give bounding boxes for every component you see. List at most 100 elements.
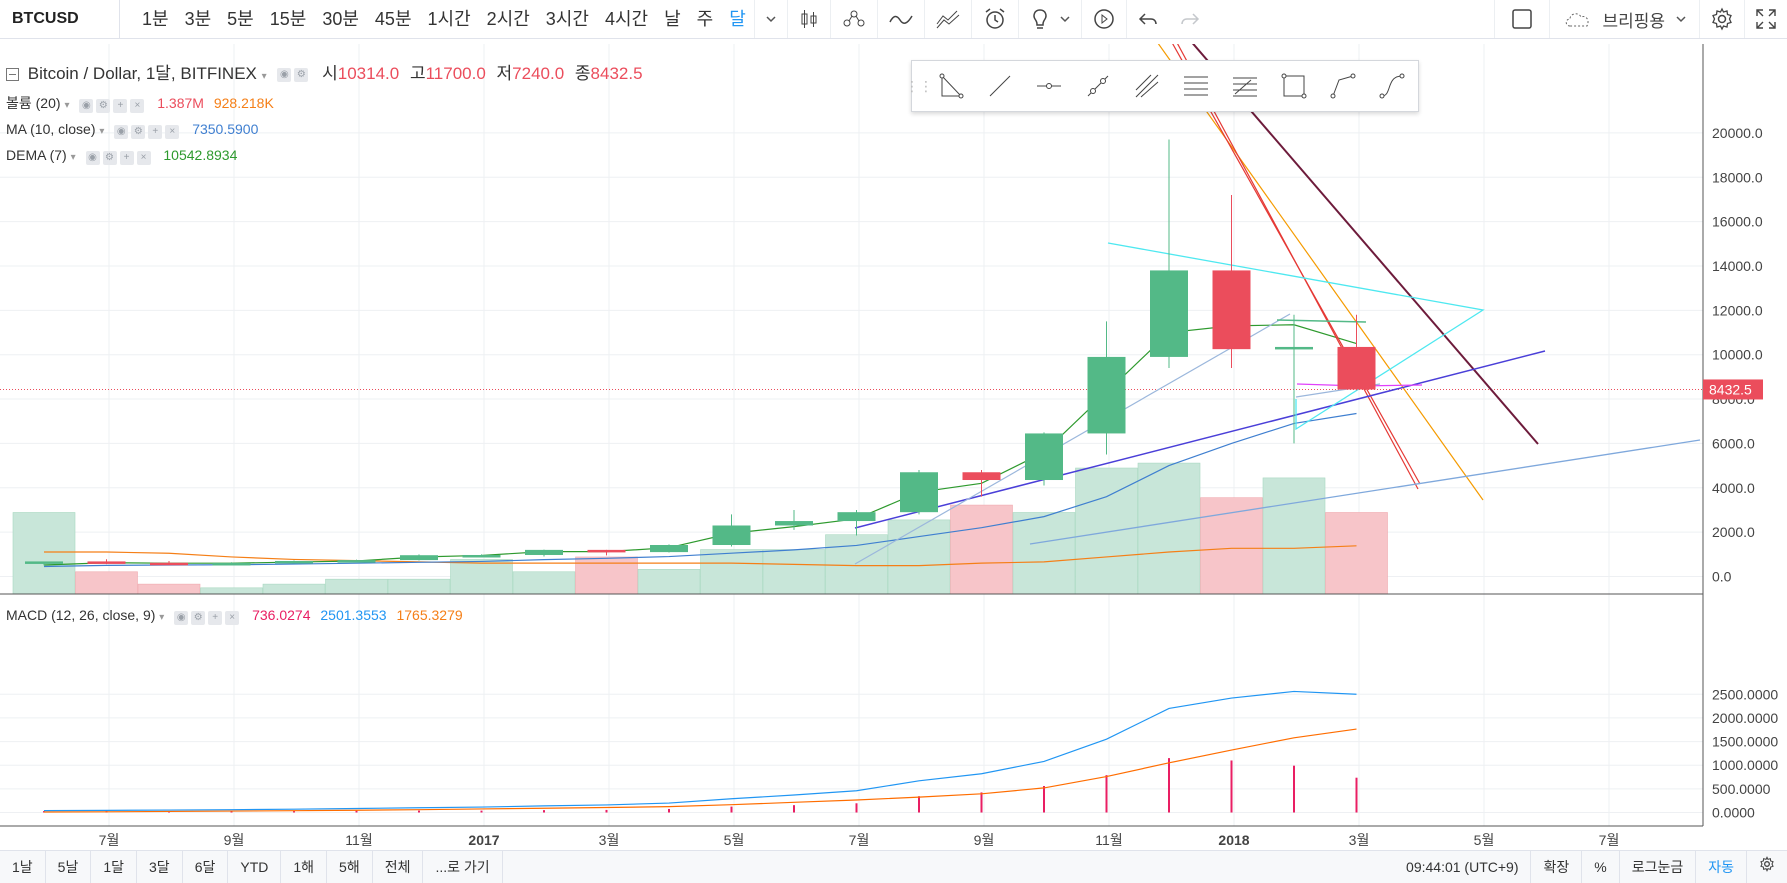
settings-button[interactable] [1699,0,1744,38]
chevron-down-icon [766,16,776,23]
redo-button[interactable] [1169,0,1211,38]
interval-0[interactable]: 1분 [142,9,169,29]
interval-11[interactable]: 주 [696,9,714,29]
volume-bar [700,549,763,595]
range-button-3[interactable]: 3달 [137,851,183,883]
chart-properties-button[interactable] [1746,851,1787,883]
interval-6[interactable]: 1시간 [427,9,471,29]
pitchfork-tool-button[interactable] [1122,61,1171,111]
horizontal-ray-button[interactable] [1024,61,1073,111]
volume-indicator-name: 볼륨 (20) [6,95,61,111]
fib-extension-button[interactable] [1220,61,1269,111]
interval-5[interactable]: 45분 [374,9,412,29]
high-value: 11700.0 [425,64,486,83]
chart-type-button[interactable] [786,0,830,38]
main-legend: Bitcoin / Dollar, 1달, BITFINEX ▾ ◉ ⚙ 시103… [6,64,643,87]
alert-button[interactable] [970,0,1018,38]
compare-button[interactable] [829,0,877,38]
rectangle-tool-button[interactable] [1269,61,1318,111]
templates-button[interactable] [923,0,971,38]
interval-4[interactable]: 30분 [322,9,359,29]
legend-buttons[interactable]: ◉ ⚙ + × [114,120,182,140]
collapse-icon[interactable] [6,68,19,82]
triangle-tool-button[interactable] [926,61,975,111]
trendline-tool-button[interactable] [975,61,1024,111]
legend-buttons[interactable]: ◉ ⚙ + × [85,146,154,166]
interval-8[interactable]: 3시간 [545,9,589,29]
range-button-5[interactable]: YTD [228,851,282,883]
eye-icon: ◉ [85,150,100,165]
macd-tick-label: 1500.0000 [1712,734,1778,750]
price-tick-label: 14000.0 [1712,258,1763,274]
volume-bar [325,578,388,595]
legend-buttons[interactable]: ◉ ⚙ + × [79,94,147,114]
trendline-red [1177,44,1419,490]
interval-7[interactable]: 2시간 [486,9,530,29]
candle-body [962,472,1001,481]
chevron-down-icon [1060,16,1070,23]
drag-handle-icon[interactable]: ⋮⋮ [905,77,933,94]
interval-10[interactable]: 날 [664,9,681,29]
macd-line-value: 2501.3553 [320,607,387,623]
candles-icon [801,10,817,28]
percent-scale-toggle[interactable]: % [1581,851,1618,883]
interval-2[interactable]: 5분 [227,9,254,29]
price-tick-label: 16000.0 [1712,214,1763,230]
price-tick-label: 6000.0 [1712,435,1755,451]
plus-icon: + [208,610,223,625]
volume-bar [950,504,1013,595]
fib-retracement-button[interactable] [1171,61,1220,111]
undo-button[interactable] [1125,0,1169,38]
path-tool-button[interactable] [1318,61,1367,111]
range-button-1[interactable]: 5날 [46,851,92,883]
open-label: 시 [322,64,338,83]
ideas-button[interactable] [1017,0,1081,38]
chevron-down-icon[interactable]: ▾ [261,71,267,82]
range-button-0[interactable]: 1날 [0,851,46,883]
candle-body [275,560,313,564]
undo-icon [1138,13,1157,25]
range-button-8[interactable]: 전체 [373,851,424,883]
interval-3[interactable]: 15분 [269,9,307,29]
replay-button[interactable] [1080,0,1126,38]
auto-scale-toggle[interactable]: 자동 [1695,851,1746,883]
range-button-4[interactable]: 6달 [183,851,229,883]
candle-body [1087,356,1126,434]
legend-buttons[interactable]: ◉ ⚙ + × [174,606,242,626]
range-button-6[interactable]: 1해 [281,851,328,883]
range-button-2[interactable]: 1달 [91,851,138,883]
triangle-icon [939,73,963,99]
interval-12[interactable]: 달 [729,9,746,29]
range-button-9[interactable]: ...로 가기 [423,851,503,883]
candle-body [87,561,126,564]
close-icon: × [165,124,180,139]
candle-body [650,545,688,553]
ray-tool-button[interactable] [1073,61,1122,111]
horizontal-line-icon [1036,83,1061,89]
time-tick-label: 11월 [1095,832,1122,848]
extended-hours-toggle[interactable]: 확장 [1530,851,1581,883]
gear-icon: ⚙ [96,98,111,113]
indicators-button[interactable] [876,0,924,38]
log-scale-toggle[interactable]: 로그눈금 [1618,851,1696,883]
curve-tool-button[interactable] [1367,61,1416,111]
range-button-7[interactable]: 5해 [327,851,373,883]
gear-icon [1760,856,1774,872]
price-chart[interactable]: 20000.0 18000.0 16000.0 14000.0 12000.0 10000… [0,44,1787,850]
interval-1[interactable]: 3분 [184,9,212,29]
fullscreen-area-button[interactable] [1494,0,1549,38]
symbol-search[interactable]: BTCUSD [0,0,120,38]
interval-9[interactable]: 4시간 [604,9,649,29]
cloud-icon [1566,13,1589,27]
fib-extension-icon [1232,77,1257,97]
fullscreen-button[interactable] [1744,0,1787,38]
save-layout-button[interactable]: 브리핑용 [1549,0,1699,38]
interval-dropdown[interactable] [753,0,787,38]
user-drawings[interactable] [854,44,1701,565]
dema-line [43,324,1357,566]
legend-buttons[interactable]: ◉ ⚙ [277,65,311,85]
close-icon: × [225,610,240,625]
gear-icon: ⚙ [102,150,117,165]
time-tick-label: 9월 [224,832,245,848]
macd-tick-label: 0.0000 [1712,805,1755,821]
